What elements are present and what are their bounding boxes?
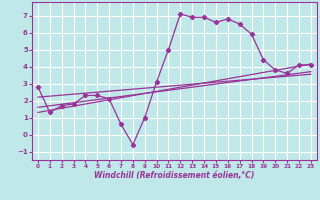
X-axis label: Windchill (Refroidissement éolien,°C): Windchill (Refroidissement éolien,°C) (94, 171, 255, 180)
